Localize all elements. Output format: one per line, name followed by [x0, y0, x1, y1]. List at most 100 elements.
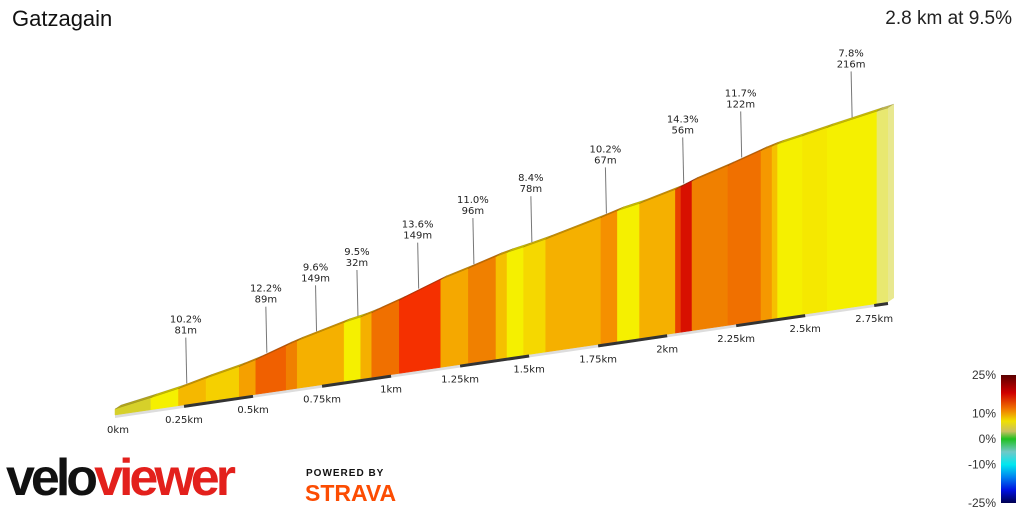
km-tick-bar — [459, 354, 530, 368]
callout-length: 78m — [520, 184, 542, 195]
profile-top-shade — [239, 355, 262, 367]
color-scale-label: 10% — [972, 406, 996, 420]
profile-end-cap — [888, 104, 894, 302]
callout-line — [417, 242, 420, 289]
profile-top-shade — [761, 142, 779, 151]
profile-segment — [675, 186, 682, 334]
profile-top-shade — [802, 123, 834, 137]
profile-top-shade — [675, 182, 687, 190]
profile-segment — [771, 143, 778, 320]
profile-top-shade — [440, 264, 475, 280]
profile-top-shade — [344, 313, 367, 323]
profile-segment — [285, 340, 298, 391]
veloviewer-logo[interactable]: veloviewer — [6, 449, 236, 507]
callout-gradient: 12.2% — [250, 284, 282, 295]
x-tick-label: 0km — [107, 425, 129, 436]
km-tick-bar — [873, 302, 889, 308]
callout-length: 89m — [255, 295, 277, 306]
callout-gradient: 10.2% — [590, 144, 622, 155]
profile-segment — [343, 316, 361, 382]
callout-line — [530, 196, 533, 243]
profile-top-shade — [297, 318, 351, 341]
x-tick-label: 0.25km — [165, 415, 203, 426]
color-scale-label: 0% — [979, 432, 997, 446]
callout-length: 81m — [175, 326, 197, 337]
profile-segment — [468, 256, 497, 364]
callout-line — [315, 285, 318, 332]
gradient-color-legend: 25% 10% 0% -10% -25% — [968, 368, 1016, 510]
callout-gradient: 11.7% — [725, 88, 757, 99]
x-tick-label: 1km — [380, 385, 402, 396]
profile-top-shade — [115, 393, 157, 409]
profile-top-shade — [178, 374, 213, 389]
callout-line — [682, 137, 685, 184]
profile-segment — [639, 189, 676, 339]
callout-length: 96m — [462, 206, 484, 217]
callout-length: 149m — [403, 231, 432, 242]
logo-velo: velo — [6, 449, 98, 507]
profile-top-shade — [523, 235, 552, 248]
profile-segment — [600, 210, 618, 345]
profile-segment — [802, 127, 828, 315]
profile-top-shade — [777, 132, 809, 145]
profile-top-shade — [360, 308, 378, 318]
callout-length: 149m — [301, 273, 330, 284]
x-tick-label: 2km — [656, 344, 678, 355]
callout-length: 32m — [346, 258, 368, 269]
profile-top-shade — [727, 146, 768, 166]
profile-top-shade — [545, 213, 607, 240]
callout-gradient: 11.0% — [457, 195, 489, 206]
profile-top-shade — [495, 248, 514, 257]
callout-line — [185, 337, 188, 384]
powered-by-label: POWERED BY — [306, 468, 385, 479]
km-tick-bar — [183, 394, 254, 408]
profile-segment — [440, 268, 469, 368]
profile-segment — [296, 322, 345, 389]
profile-segment — [506, 246, 524, 358]
profile-segment — [727, 150, 762, 326]
profile-top-shade — [399, 275, 447, 301]
x-tick-label: 2.25km — [717, 334, 755, 345]
callout-gradient: 9.6% — [303, 262, 328, 273]
profile-top-shade — [468, 252, 502, 269]
color-scale-bar — [1001, 375, 1016, 503]
profile-top-shade — [680, 177, 698, 187]
profile-segment — [691, 165, 729, 331]
profile-segment — [523, 238, 546, 356]
profile-top-shade — [639, 185, 682, 204]
profile-top-shade — [255, 341, 293, 360]
callout-length: 122m — [726, 99, 755, 110]
km-tick-bar — [735, 314, 806, 328]
callout-gradient: 10.2% — [170, 315, 202, 326]
color-scale-label: 25% — [972, 368, 996, 382]
profile-top-shade — [206, 362, 246, 379]
callout-line — [472, 218, 475, 265]
x-tick-label: 1.75km — [579, 354, 617, 365]
profile-top-shade — [617, 199, 646, 211]
profile-segment — [545, 217, 602, 353]
climb-title: Gatzagain — [12, 6, 113, 31]
callout-line — [850, 71, 853, 118]
callout-line — [604, 167, 607, 214]
profile-segment — [371, 299, 400, 378]
profile-top-shade — [691, 161, 734, 182]
callout-length: 216m — [837, 59, 866, 70]
profile-segment — [876, 107, 889, 304]
callout-length: 67m — [594, 155, 616, 166]
profile-segment — [760, 145, 773, 321]
profile-segment — [680, 180, 693, 333]
profile-segment — [399, 279, 442, 374]
callout-gradient: 13.6% — [402, 220, 434, 231]
profile-segment — [617, 203, 640, 342]
profile-top-shade — [772, 140, 784, 147]
logo-viewer: viewer — [94, 449, 236, 507]
callout-gradient: 7.8% — [838, 48, 863, 59]
callout-line — [740, 111, 743, 158]
callout-length: 56m — [671, 125, 693, 136]
strava-logo[interactable]: STRAVA — [305, 480, 397, 506]
climb-summary: 2.8 km at 9.5% — [885, 8, 1012, 29]
color-scale-label: -25% — [968, 496, 996, 510]
x-tick-label: 2.5km — [789, 324, 820, 335]
profile-segment — [255, 345, 287, 395]
